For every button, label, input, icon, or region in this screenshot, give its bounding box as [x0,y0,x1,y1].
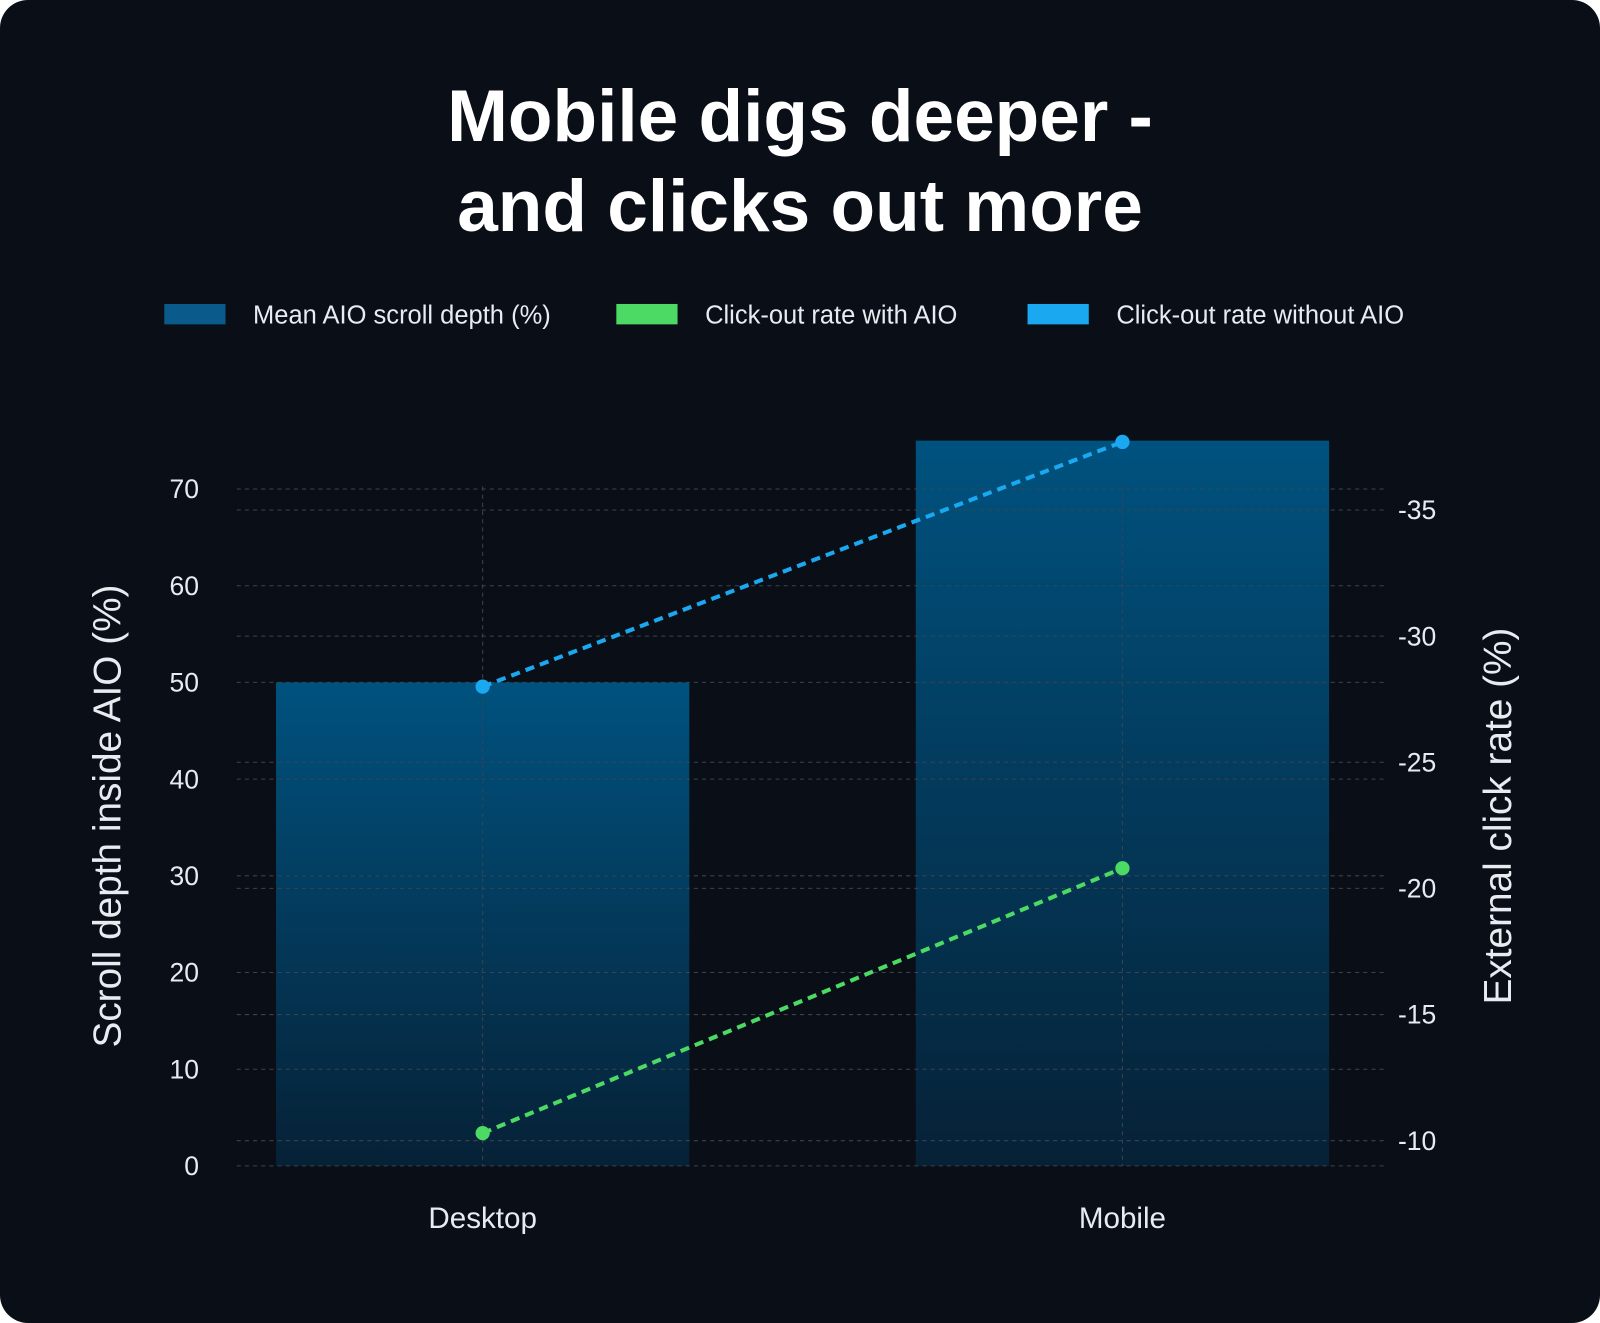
y2-axis-label: External click rate (%) [1477,628,1520,1005]
y2-tick-label: -25 [1398,747,1436,777]
point [1115,861,1130,876]
y-tick-label: 40 [169,764,199,794]
point [475,679,490,694]
y2-tick-label: -35 [1398,495,1436,525]
point [475,1125,490,1141]
y-tick-label: 30 [169,861,199,891]
x-tick-label: Mobile [1079,1202,1166,1235]
y2-tick-label: -30 [1398,621,1436,651]
legend-label: Click-out rate without AIO [1116,301,1404,329]
legend-swatch [616,303,678,325]
line [481,866,1124,1136]
point [1115,434,1130,450]
legend-label: Click-out rate with AIO [705,301,957,329]
y-tick-label: 50 [169,668,199,698]
chart-title: Mobile digs deeper - and clicks out more [447,76,1153,247]
y-tick-label: 0 [184,1151,199,1181]
line [481,440,1124,689]
y-tick-label: 20 [169,958,199,988]
bar [915,440,1330,1166]
legend-swatch [1027,303,1089,325]
y2-tick-label: -15 [1398,1000,1436,1030]
y-tick-label: 60 [169,571,199,601]
y-tick-label: 10 [169,1054,199,1084]
legend-swatch [164,303,226,325]
y-axis-label: Scroll depth inside AIO (%) [86,585,129,1048]
legend-label: Mean AIO scroll depth (%) [253,301,551,329]
x-tick-label: Desktop [428,1202,537,1235]
y2-tick-label: -10 [1398,1126,1436,1156]
y2-tick-label: -20 [1398,874,1436,904]
y-tick-label: 70 [169,474,199,504]
